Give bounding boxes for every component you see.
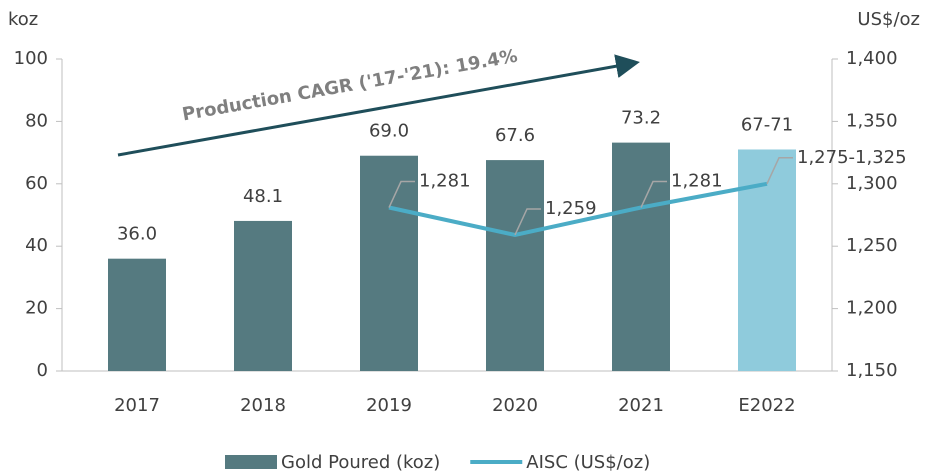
bar [234,220,292,371]
x-tick-label: 2017 [114,395,160,416]
leader-line [388,180,415,208]
y2-tick-label: 1,300 [846,173,898,194]
y2-tick-label: 1,400 [846,48,898,69]
bar-label: 67-71 [741,114,793,135]
y2-tick-label: 1,150 [846,360,898,381]
bar-label: 69.0 [369,121,409,142]
bar [360,155,418,371]
line-label: 1,281 [419,171,471,192]
y-tick-label: 20 [25,298,48,319]
x-tick-label: E2022 [738,395,795,416]
x-tick-label: 2018 [240,395,286,416]
cagr-arrow [117,54,640,157]
legend-swatch [225,455,277,469]
y2-tick-label: 1,200 [846,298,898,319]
bar [486,160,544,371]
legend-label: Gold Poured (koz) [281,452,440,473]
y2-tick-label: 1,250 [846,235,898,256]
y-axis-label: koz [8,9,38,30]
y-tick-label: 100 [14,48,48,69]
y-tick-label: 80 [25,110,48,131]
bar-label: 36.0 [117,224,157,245]
leader-line [766,157,793,185]
bar [612,142,670,371]
line [388,181,768,238]
bar-label: 48.1 [243,186,283,207]
line-label: 1,275-1,325 [797,147,907,168]
bar-label: 67.6 [495,125,535,146]
line-label: 1,281 [671,171,723,192]
x-tick-label: 2019 [366,395,412,416]
line-label: 1,259 [545,198,597,219]
leader-line [514,208,541,236]
x-tick-label: 2020 [492,395,538,416]
leader-line [640,180,667,208]
y2-tick-label: 1,350 [846,110,898,131]
bar [108,258,166,371]
y-tick-label: 40 [25,235,48,256]
y-tick-label: 0 [37,360,48,381]
bar-label: 73.2 [621,108,661,129]
x-tick-label: 2021 [618,395,664,416]
y2-axis-label: US$/oz [857,9,920,30]
legend-label: AISC (US$/oz) [526,452,650,473]
y-tick-label: 60 [25,173,48,194]
